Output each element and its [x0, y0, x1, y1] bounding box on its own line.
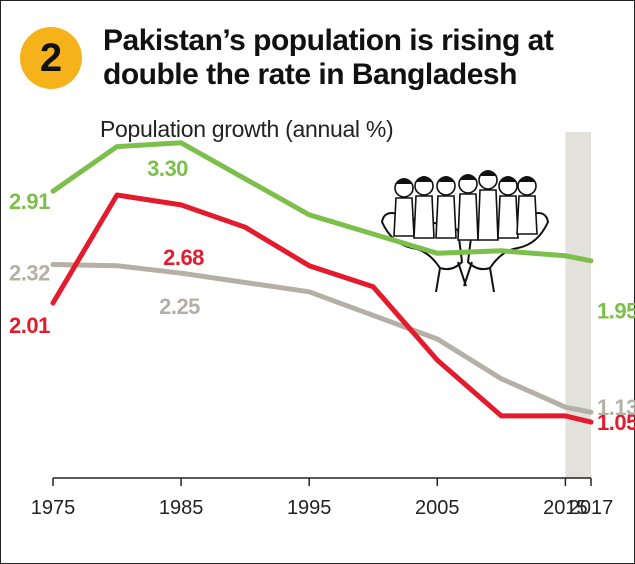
- chart-title: Pakistan’s population is rising at doubl…: [103, 24, 554, 91]
- x-tick-label-1995: 1995: [287, 497, 332, 519]
- data-label-bangladesh-1975: 2.01: [9, 313, 50, 338]
- x-tick-label-2005: 2005: [415, 497, 460, 519]
- x-tick-label-2017: 2017: [569, 497, 614, 519]
- chart-subtitle: Population growth (annual %): [100, 116, 394, 142]
- data-label-bangladesh-1985: 2.68: [163, 245, 204, 270]
- number-badge: 2: [20, 27, 82, 89]
- highlight-band: [565, 132, 591, 478]
- population-hands-illustration: [380, 170, 550, 293]
- data-label-india-1985: 2.25: [159, 294, 200, 319]
- series-line-pakistan: [50, 140, 594, 264]
- data-labels: 2.91 3.30 1.95 2.01 2.68 1.05 2.32 2.25 1.13: [9, 156, 635, 435]
- series-line-india: [50, 262, 594, 415]
- badge-number: 2: [39, 36, 63, 80]
- x-tick-label-2015: 2015: [543, 497, 588, 519]
- x-tick-label-1985: 1985: [159, 497, 204, 519]
- data-label-bangladesh-2017: 1.05: [597, 410, 635, 435]
- data-label-pakistan-1975: 2.91: [9, 189, 50, 214]
- series-lines: [50, 140, 594, 425]
- data-label-pakistan-2017: 1.95: [597, 298, 635, 323]
- data-label-pakistan-1985: 3.30: [147, 156, 188, 181]
- data-label-india-2017: 1.13: [597, 395, 635, 420]
- series-line-bangladesh: [50, 192, 594, 425]
- x-tick-label-1975: 1975: [31, 497, 76, 519]
- data-label-india-1975: 2.32: [9, 260, 50, 285]
